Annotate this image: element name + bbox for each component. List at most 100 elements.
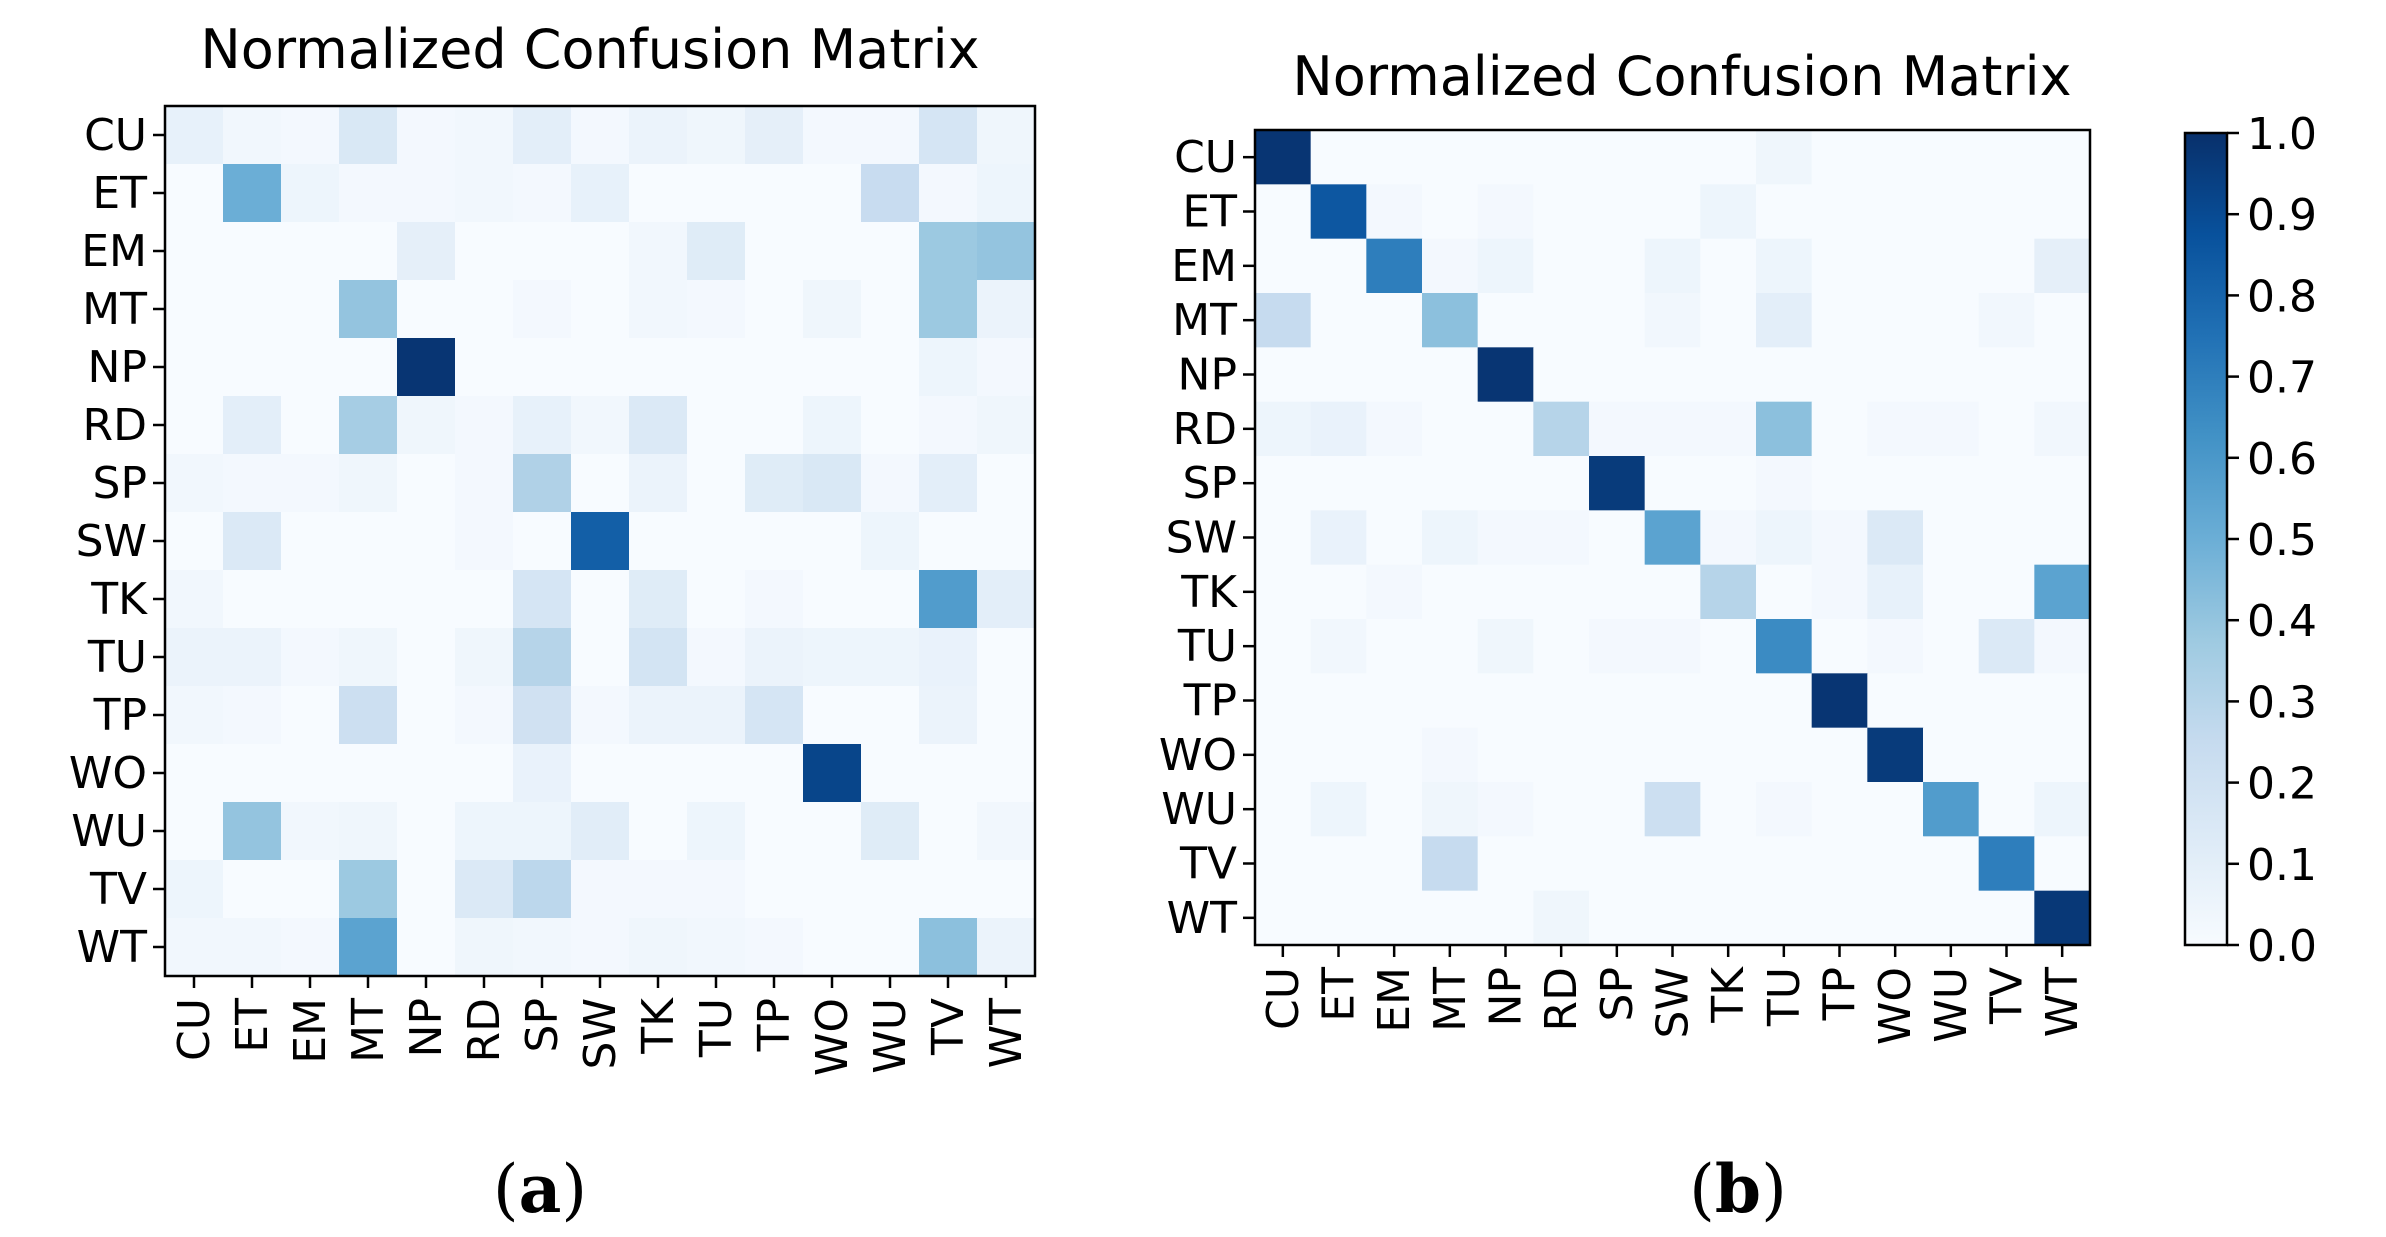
cell-np-tu	[1756, 347, 1813, 403]
cell-np-tk	[629, 338, 688, 397]
cell-wu-wo	[1867, 782, 1924, 837]
cell-et-cu	[1255, 184, 1312, 240]
cell-tu-wo	[1867, 619, 1924, 674]
x-tick-label-np: NP	[401, 998, 452, 1057]
cell-sw-np	[1477, 510, 1534, 566]
cell-et-wo	[803, 164, 862, 223]
cell-rd-sw	[571, 396, 630, 455]
x-tick-label-rd: RD	[1536, 967, 1587, 1031]
y-tick-label-tu: TU	[1177, 621, 1237, 672]
cell-em-tp	[745, 222, 804, 281]
x-tick-label-tp: TP	[1815, 967, 1866, 1021]
cell-wu-wt	[977, 802, 1036, 861]
cell-tu-em	[281, 628, 340, 687]
cell-np-np	[1477, 347, 1534, 403]
panel-b-title: Normalized Confusion Matrix	[1292, 45, 2071, 108]
cell-cu-rd	[455, 106, 514, 165]
cell-tv-np	[1477, 836, 1534, 892]
cell-wt-wt	[977, 918, 1036, 977]
cell-rd-wo	[1867, 401, 1924, 457]
cell-tk-tv	[1978, 564, 2035, 620]
cell-sp-np	[1477, 456, 1534, 511]
x-tick-label-tp: TP	[749, 998, 800, 1052]
cell-wt-tu	[1756, 890, 1813, 946]
cell-sp-cu	[1255, 456, 1312, 511]
cell-wo-mt	[1422, 727, 1479, 783]
cell-wt-tp	[1811, 890, 1868, 946]
cell-sw-et	[223, 512, 282, 571]
x-tick-label-sw: SW	[1648, 967, 1699, 1038]
cell-np-wu	[1923, 347, 1980, 403]
cell-tp-tp	[745, 686, 804, 745]
cell-et-sw	[571, 164, 630, 223]
cell-tp-cu	[165, 686, 224, 745]
cell-tp-wo	[803, 686, 862, 745]
cell-sw-wt	[2034, 510, 2091, 566]
cell-cu-tu	[687, 106, 746, 165]
cell-et-tv	[919, 164, 978, 223]
cell-sp-tu	[687, 454, 746, 513]
cell-mt-sw	[1644, 293, 1701, 348]
cell-wo-em	[281, 744, 340, 803]
cell-tp-sp	[1589, 673, 1646, 729]
cell-wt-cu	[165, 918, 224, 977]
cell-tu-wu	[861, 628, 920, 687]
cell-mt-tp	[1811, 293, 1868, 348]
cell-tp-tv	[1978, 673, 2035, 729]
y-tick-label-np: NP	[88, 342, 147, 393]
y-tick-label-wu: WU	[1161, 784, 1237, 835]
y-tick-label-sp: SP	[1183, 458, 1237, 509]
cell-wu-tv	[919, 802, 978, 861]
cell-et-et	[223, 164, 282, 223]
cell-wu-np	[397, 802, 456, 861]
cell-rd-tk	[629, 396, 688, 455]
cell-sw-et	[1310, 510, 1367, 566]
cell-sw-tk	[1700, 510, 1757, 566]
cell-tk-tp	[745, 570, 804, 629]
cell-wo-wt	[977, 744, 1036, 803]
cell-wo-tv	[919, 744, 978, 803]
cell-em-tp	[1811, 238, 1868, 294]
cell-tv-em	[1366, 836, 1423, 892]
cell-wt-tk	[629, 918, 688, 977]
cell-sw-sw	[571, 512, 630, 571]
cell-np-rd	[455, 338, 514, 397]
cell-tu-rd	[455, 628, 514, 687]
cell-et-np	[1477, 184, 1534, 240]
colorbar-tick-label: 0.5	[2247, 515, 2317, 566]
cell-tu-wt	[2034, 619, 2091, 674]
colorbar-tick-label: 1.0	[2247, 109, 2317, 160]
cell-cu-tp	[745, 106, 804, 165]
cell-tu-tu	[1756, 619, 1813, 674]
y-tick-label-mt: MT	[82, 284, 147, 335]
cell-sp-np	[397, 454, 456, 513]
colorbar-ticks: 0.0 0.1 0.2 0.3 0.4 0.5 0.6 0.7 0.8 0.9 1.0	[2227, 109, 2317, 972]
colorbar-tick-label: 0.7	[2247, 353, 2317, 404]
cell-tk-sw	[1644, 564, 1701, 620]
cell-tp-tu	[1756, 673, 1813, 729]
cell-tp-tu	[687, 686, 746, 745]
y-tick-label-tp: TP	[93, 690, 147, 741]
cell-rd-wu	[861, 396, 920, 455]
cell-cu-wo	[1867, 130, 1924, 185]
cell-tp-np	[397, 686, 456, 745]
cell-tp-tv	[919, 686, 978, 745]
cell-sp-tp	[1811, 456, 1868, 511]
cell-tk-wu	[861, 570, 920, 629]
cell-mt-np	[1477, 293, 1534, 348]
cell-rd-mt	[1422, 401, 1479, 457]
cell-rd-em	[1366, 401, 1423, 457]
cell-et-tk	[629, 164, 688, 223]
cell-tv-et	[223, 860, 282, 919]
cell-em-rd	[1533, 238, 1590, 294]
cell-em-rd	[455, 222, 514, 281]
cell-wu-wu	[1923, 782, 1980, 837]
cell-sp-wo	[1867, 456, 1924, 511]
cell-sp-sw	[1644, 456, 1701, 511]
cell-wu-rd	[455, 802, 514, 861]
cell-np-tp	[1811, 347, 1868, 403]
y-tick-label-wt: WT	[77, 922, 148, 973]
cell-mt-em	[1366, 293, 1423, 348]
cell-tu-em	[1366, 619, 1423, 674]
y-tick-label-tv: TV	[1179, 839, 1237, 890]
